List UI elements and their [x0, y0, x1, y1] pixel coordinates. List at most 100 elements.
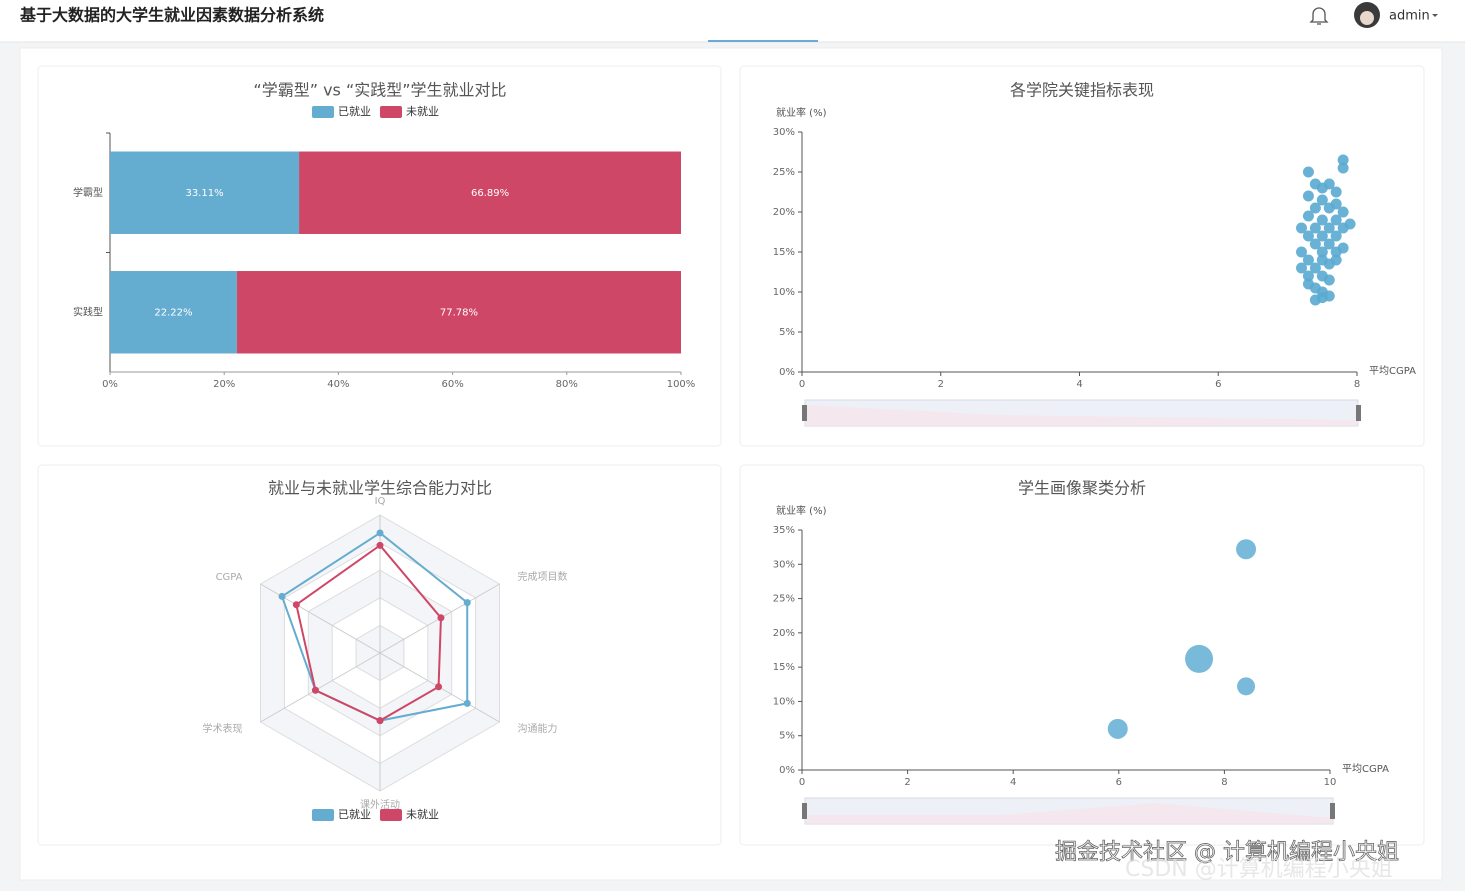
radar-indicator-label: 完成项目数: [517, 570, 567, 583]
zoom-preview: [805, 803, 1333, 824]
scatter-point: [1316, 292, 1328, 304]
card: [37, 65, 722, 447]
zoom-handle[interactable]: [802, 405, 807, 421]
x-tick-label: 6: [1215, 379, 1221, 390]
bar-segment: [110, 151, 300, 234]
chart-title: “学霸型” vs “实践型”学生就业对比: [253, 81, 506, 100]
legend-label: 未就业: [406, 807, 439, 821]
bubble: [1237, 677, 1256, 696]
radar-point: [311, 686, 319, 694]
x-tick-label: 80%: [556, 379, 578, 390]
radar-point: [376, 541, 384, 549]
legend-swatch: [380, 106, 402, 118]
radar-indicator-label: CGPA: [216, 572, 243, 583]
x-tick-label: 4: [1076, 379, 1082, 390]
x-tick-label: 0%: [102, 379, 118, 390]
chart-title: 学生画像聚类分析: [1018, 479, 1146, 498]
radar-point: [376, 529, 384, 537]
bar-segment: [299, 151, 681, 234]
scatter-point: [1323, 202, 1335, 214]
radar-point: [435, 683, 443, 691]
scatter-point: [1302, 166, 1314, 178]
x-tick-label: 6: [1116, 777, 1122, 788]
y-tick-label: 10%: [773, 696, 795, 707]
x-tick-label: 2: [904, 777, 910, 788]
y-tick-label: 20%: [773, 628, 795, 639]
scatter-point: [1316, 230, 1328, 242]
legend-label: 已就业: [338, 104, 371, 118]
scatter-point: [1316, 214, 1328, 226]
x-tick-label: 10: [1324, 777, 1337, 788]
bar-value-label: 33.11%: [185, 188, 223, 199]
x-tick-label: 8: [1221, 777, 1227, 788]
scatter-point: [1316, 246, 1328, 258]
y-tick-label: 25%: [773, 594, 795, 605]
radar-indicator-label: 课外活动: [360, 799, 400, 811]
scatter-point: [1309, 262, 1321, 274]
scatter-point: [1309, 202, 1321, 214]
chart-title: 就业与未就业学生综合能力对比: [268, 479, 492, 498]
y-tick-label: 实践型: [73, 305, 103, 318]
bar-segment: [236, 271, 681, 354]
scatter-point: [1296, 246, 1307, 258]
user-caret[interactable]: [1432, 14, 1438, 17]
y-tick-label: 0%: [779, 367, 795, 378]
bubble: [1185, 644, 1214, 673]
chart-title: 各学院关键指标表现: [1010, 81, 1154, 100]
y-tick-label: 30%: [773, 559, 795, 570]
y-tick-label: 20%: [773, 207, 795, 218]
y-tick-label: 15%: [773, 247, 795, 258]
scatter-point: [1296, 262, 1307, 274]
zoom-handle[interactable]: [1330, 803, 1335, 819]
radar-indicator-label: 沟通能力: [517, 722, 557, 735]
y-tick-label: 5%: [779, 327, 795, 338]
radar-indicator-label: 学术表现: [203, 722, 243, 735]
x-tick-label: 40%: [327, 379, 349, 390]
scatter-point: [1302, 190, 1314, 202]
bar-value-label: 77.78%: [440, 307, 478, 318]
app-title: 基于大数据的大学生就业因素数据分析系统: [19, 6, 324, 25]
x-tick-label: 60%: [441, 379, 463, 390]
zoom-handle[interactable]: [802, 803, 807, 819]
y-tick-label: 35%: [773, 525, 795, 536]
scatter-point: [1323, 222, 1335, 234]
scatter-point: [1330, 214, 1342, 226]
radar-point: [278, 592, 286, 600]
radar-point: [437, 614, 445, 622]
scatter-point: [1316, 194, 1328, 206]
legend-swatch: [312, 106, 334, 118]
y-tick-label: 15%: [773, 662, 795, 673]
y-tick-label: 30%: [773, 127, 795, 138]
x-axis-label: 平均CGPA: [1369, 365, 1416, 377]
bar-value-label: 66.89%: [471, 188, 509, 199]
bell-icon[interactable]: [1309, 7, 1329, 25]
zoom-handle[interactable]: [1356, 405, 1361, 421]
scatter-point: [1302, 210, 1314, 222]
y-tick-label: 0%: [779, 765, 795, 776]
y-tick-label: 学霸型: [73, 186, 103, 199]
x-axis-label: 平均CGPA: [1342, 763, 1389, 775]
card: [739, 464, 1425, 846]
scatter-point: [1323, 274, 1335, 286]
x-tick-label: 0: [799, 379, 805, 390]
y-tick-label: 25%: [773, 167, 795, 178]
user-name[interactable]: admin: [1389, 9, 1430, 24]
card: [739, 65, 1425, 447]
x-tick-label: 0: [799, 777, 805, 788]
scatter-point: [1337, 206, 1349, 218]
scatter-point: [1302, 254, 1314, 266]
x-tick-label: 2: [938, 379, 944, 390]
radar-point: [463, 599, 471, 607]
y-axis-label: 就业率 (%): [776, 106, 827, 119]
scatter-point: [1330, 246, 1342, 258]
legend-label: 已就业: [338, 807, 371, 821]
scatter-point: [1330, 230, 1342, 242]
y-axis-label: 就业率 (%): [776, 504, 827, 517]
legend-label: 未就业: [406, 104, 439, 118]
radar-point: [376, 717, 384, 725]
bar-value-label: 22.22%: [154, 307, 192, 318]
radar-point: [463, 699, 471, 707]
x-tick-label: 20%: [213, 379, 235, 390]
